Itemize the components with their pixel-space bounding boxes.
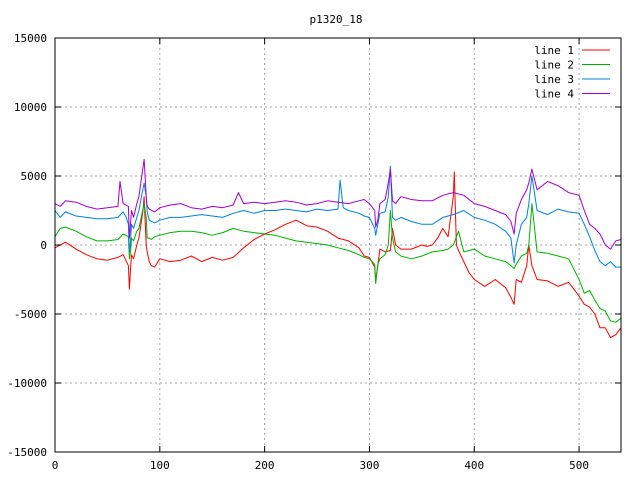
grid-layer: [55, 38, 621, 452]
x-tick-label: 400: [464, 459, 484, 472]
legend-label: line 1: [534, 44, 574, 57]
series-line-3: [54, 165, 621, 268]
x-tick-label: 200: [255, 459, 275, 472]
x-tick-label: 500: [569, 459, 589, 472]
chart-title: p1320_18: [310, 13, 363, 26]
x-tick-label: 0: [52, 459, 59, 472]
y-tick-label: 15000: [14, 32, 47, 45]
x-tick-label: 100: [150, 459, 170, 472]
legend-label: line 2: [534, 59, 574, 72]
series-line-2: [54, 203, 622, 323]
axis-layer: -15000 -10000 -5000 0 5000 10000 15000 0 100 200 3…: [7, 32, 621, 472]
series-layer: [54, 158, 622, 338]
y-tick-label: 10000: [14, 101, 47, 114]
y-tick-label: 0: [40, 239, 47, 252]
y-tick-label: -5000: [14, 308, 47, 321]
y-tick-label: -10000: [7, 377, 47, 390]
y-tick-label: 5000: [21, 170, 48, 183]
legend-label: line 3: [534, 73, 574, 86]
x-tick-label: 300: [360, 459, 380, 472]
y-tick-label: -15000: [7, 446, 47, 459]
series-line-4: [54, 158, 622, 250]
legend-label: line 4: [534, 88, 574, 101]
